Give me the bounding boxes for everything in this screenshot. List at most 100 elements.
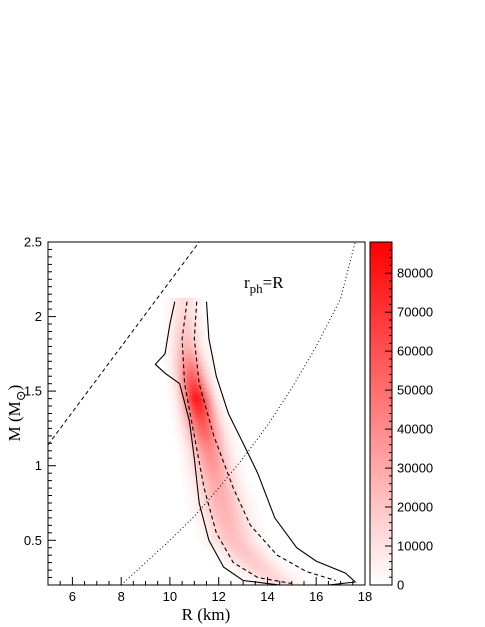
- heatmap-cell: [177, 420, 181, 426]
- heatmap-cell: [204, 439, 207, 444]
- heatmap-cell: [228, 454, 232, 459]
- heatmap-cell: [262, 577, 266, 582]
- heatmap-cell: [223, 506, 227, 511]
- heatmap-cell: [228, 461, 232, 467]
- heatmap-cell: [184, 476, 188, 482]
- heatmap-cell: [233, 506, 237, 511]
- heatmap-cell: [213, 555, 217, 560]
- heatmap-cell: [213, 502, 217, 508]
- heatmap-cell: [213, 514, 217, 519]
- heatmap-cell: [211, 450, 215, 455]
- heatmap-cell: [191, 439, 195, 444]
- heatmap-cell: [218, 514, 222, 519]
- heatmap-cell: [208, 387, 212, 392]
- heatmap-cell: [211, 484, 215, 489]
- heatmap-cell: [186, 435, 190, 440]
- heatmap-cell: [179, 383, 183, 388]
- heatmap-cell: [240, 551, 244, 556]
- heatmap-cell: [199, 461, 203, 467]
- colorbar-tick-label: 30000: [397, 461, 433, 476]
- heatmap-cell: [247, 484, 251, 489]
- heatmap-cell: [165, 376, 168, 381]
- heatmap-cell: [204, 506, 207, 511]
- heatmap-cell: [186, 450, 190, 455]
- heatmap-cell: [194, 387, 198, 392]
- heatmap-cell: [184, 450, 188, 455]
- heatmap-cell: [230, 443, 234, 448]
- heatmap-cell: [235, 543, 239, 549]
- heatmap-cell: [169, 379, 173, 385]
- heatmap-cell: [177, 320, 181, 325]
- heatmap-cell: [238, 506, 242, 511]
- heatmap-cell: [206, 361, 210, 366]
- heatmap-cell: [199, 320, 203, 325]
- heatmap-cell: [228, 495, 232, 500]
- heatmap-cell: [208, 409, 212, 414]
- heatmap-cell: [218, 402, 222, 407]
- heatmap-cell: [211, 465, 215, 470]
- heatmap-cell: [240, 573, 244, 578]
- heatmap-cell: [226, 517, 229, 523]
- heatmap-cell: [221, 525, 224, 530]
- heatmap-cell: [182, 409, 185, 414]
- heatmap-cell: [186, 365, 190, 370]
- heatmap-cell: [230, 439, 234, 444]
- heatmap-cell: [252, 581, 256, 585]
- heatmap-cell: [174, 432, 178, 437]
- heatmap-cell: [223, 540, 227, 545]
- heatmap-cell: [233, 536, 237, 541]
- heatmap-cell: [243, 461, 246, 467]
- heatmap-cell: [250, 558, 254, 564]
- heatmap-cell: [208, 502, 212, 508]
- heatmap-cell: [233, 480, 237, 485]
- heatmap-cell: [228, 529, 232, 534]
- y-tick-label: 0.5: [24, 533, 42, 548]
- heatmap-cell: [238, 443, 242, 448]
- heatmap-cell: [213, 379, 217, 385]
- heatmap-cell: [169, 346, 173, 351]
- heatmap-cell: [172, 406, 176, 411]
- heatmap-cell: [265, 566, 268, 571]
- heatmap-cell: [201, 536, 205, 541]
- heatmap-cell: [199, 361, 203, 366]
- heatmap-cell: [279, 573, 283, 578]
- heatmap-cell: [230, 536, 234, 541]
- heatmap-cell: [235, 529, 239, 534]
- heatmap-cell: [238, 465, 242, 470]
- heatmap-cell: [230, 461, 234, 467]
- heatmap-cell: [162, 338, 166, 344]
- heatmap-cell: [206, 461, 210, 467]
- heatmap-cell: [216, 529, 220, 534]
- heatmap-cell: [182, 309, 185, 314]
- heatmap-cell: [221, 413, 224, 418]
- heatmap-cell: [182, 320, 185, 325]
- heatmap-cell: [216, 424, 220, 429]
- heatmap-cell: [208, 517, 212, 523]
- heatmap-cell: [194, 402, 198, 407]
- heatmap-cell: [274, 566, 278, 571]
- heatmap-cell: [177, 409, 181, 414]
- heatmap-cell: [174, 357, 178, 362]
- heatmap-cell: [240, 555, 244, 560]
- heatmap-cell: [226, 532, 229, 537]
- heatmap-cell: [218, 525, 222, 530]
- heatmap-cell: [184, 488, 188, 493]
- heatmap-cell: [221, 439, 224, 444]
- heatmap-cell: [265, 573, 268, 578]
- heatmap-cell: [196, 316, 200, 321]
- heatmap-cell: [184, 454, 188, 459]
- heatmap-cell: [245, 473, 249, 478]
- heatmap-cell: [245, 521, 249, 526]
- heatmap-cell: [284, 570, 288, 575]
- heatmap-cell: [213, 480, 217, 485]
- heatmap-cell: [172, 417, 176, 422]
- heatmap-cell: [294, 577, 298, 582]
- heatmap-cell: [196, 417, 200, 422]
- heatmap-cell: [230, 428, 234, 433]
- heatmap-cell: [211, 551, 215, 556]
- heatmap-cell: [230, 543, 234, 549]
- heatmap-cell: [240, 558, 244, 564]
- heatmap-cell: [243, 473, 246, 478]
- heatmap-cell: [257, 558, 261, 564]
- heatmap-cell: [269, 551, 273, 556]
